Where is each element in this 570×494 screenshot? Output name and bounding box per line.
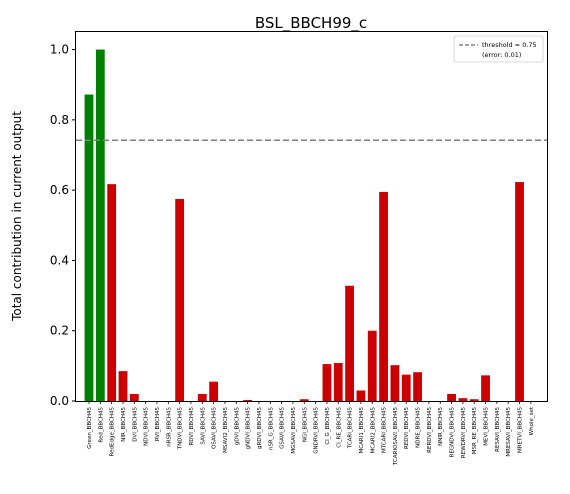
bar [447,393,456,401]
bar [469,399,479,401]
x-tick-label: RESAVI_BBCH45 [495,406,501,451]
x-tick-label: nSR_G_BBCH45 [268,407,274,450]
x-tick-label: RedEdge_BBCH45 [110,407,116,457]
bar [107,184,117,401]
x-tick-label: Green_BBCH45 [87,407,93,449]
bar [175,198,185,401]
x-tick-label: gRDVI_BBCH45 [257,407,263,450]
x-tick-label: OSAVI_BBCH45 [212,407,218,449]
bar [118,371,128,401]
x-tick-label: RDVI_BBCH45 [189,407,195,446]
x-tick-label: NNIR_BBCH45 [438,407,444,446]
x-tick-label: Red_BBCH45 [98,407,104,443]
x-tick-label: SAVI_BBCH45 [200,407,206,445]
bar [356,390,366,401]
x-tick-label: gDVI_BBCH45 [234,407,240,446]
legend: threshold = 0.75 (error: 0.01) [453,35,544,63]
plot-area: 0.0 0.2 0.4 0.6 0.8 1.0 Green_BBCH45 Red_BBCH45… [50,43,547,466]
x-tick-label: TCARI_BBCH45 [348,407,354,450]
chart-title: BSL_BBCH99_c [255,14,367,33]
bar [243,399,253,401]
x-tick-label: gNDVI_BBCH45 [246,407,252,450]
bar [345,285,354,401]
y-tick-label: 1.0 [50,43,69,57]
x-tick-label: REDVI_BBCH45 [404,407,410,449]
bar [95,49,105,401]
x-tick-label: MRESAVI_BBCH45 [506,407,512,457]
x-tick-label: MTCARI_BBCH45 [382,407,388,454]
bar [197,393,207,401]
bar [515,182,524,401]
bar [401,374,411,401]
x-tick-label: REWDRVI_BBCH45 [461,407,467,459]
y-tick-label: 0.6 [50,183,69,197]
bar [84,94,94,401]
x-tick-label: MCARI2_BBCH45 [370,407,376,454]
bar [299,399,309,401]
bar [481,375,490,401]
bar [458,398,468,401]
bar [367,330,377,401]
x-tick-label: REGNDVI_BBCH45 [450,407,456,458]
x-tick-label: TCARIOSAVI_BBCH45 [393,407,399,466]
plot-frame [75,31,548,402]
x-tick-label: RERDVI_BBCH45 [427,407,433,453]
x-tick-label: NIR_BBCH45 [121,407,127,442]
x-tick-label: MSR_RE_BBCH45 [472,407,478,455]
x-tick-label: GSAVI_BBCH45 [280,407,286,449]
x-tick-label: RVI_BBCH45 [155,407,161,442]
legend-threshold-label: threshold = 0.75 [482,41,537,49]
bar [129,393,139,401]
legend-threshold-error: (error: 0.01) [482,51,521,59]
x-tick-label: CI_G_BBCH45 [325,407,331,445]
bar [390,365,400,401]
x-tick-label: MCARI1_BBCH45 [359,407,365,454]
x-tick-label: TNDVI_BBCH45 [178,407,184,451]
x-tick-label: GNDRVI_BBCH45 [314,407,320,454]
bar [333,363,343,401]
y-tick-label: 0.4 [50,253,69,267]
x-tick-label: NGI_BBCH45 [302,407,308,443]
y-tick-label: 0.0 [50,394,69,408]
bar [209,381,219,401]
x-tick-label: MSAVI2_BBCH45 [223,407,229,453]
x-tick-label: NDRE_BBCH45 [416,407,422,448]
y-tick-label: 0.8 [50,113,69,127]
x-tick-label: MRETVI_BBCH45 [518,407,524,453]
bar [379,191,388,401]
x-tick-label: nRSR_BBCH45 [166,407,172,447]
x-tick-label: CI_RE_BBCH45 [336,407,342,448]
y-axis-label: Total contribution in current output [10,111,24,322]
legend-box [453,35,544,63]
x-tick-label: MGSAVI_BBCH45 [291,407,297,454]
y-tick-label: 0.2 [50,324,69,338]
bar [322,364,332,401]
x-tick-label: Whole_set [529,406,535,435]
x-tick-label: DVI_BBCH45 [132,407,138,442]
bar [413,372,422,401]
x-tick-label: NDVI_BBCH45 [144,407,150,446]
x-tick-label: MEVI_BBCH45 [484,407,490,446]
